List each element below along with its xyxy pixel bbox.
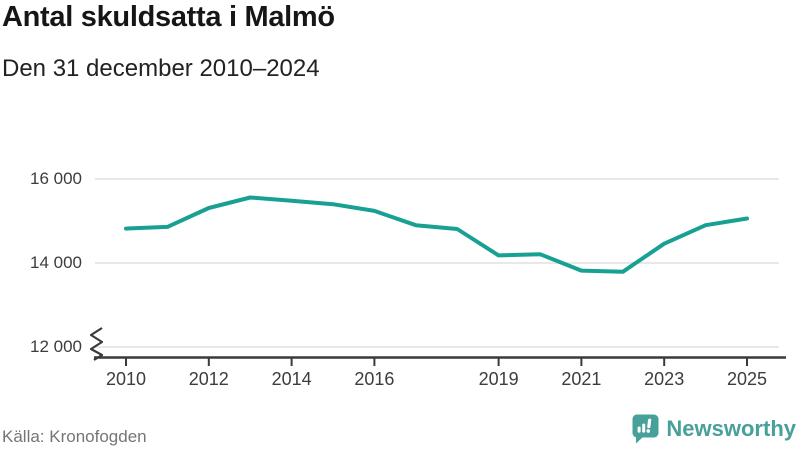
data-line <box>124 195 749 274</box>
x-axis-label: 2016 <box>354 369 395 389</box>
axis-break-icon <box>89 327 104 361</box>
x-axis-label: 2025 <box>726 369 768 389</box>
logo-bar-short <box>638 426 642 433</box>
x-axis-label: 2021 <box>561 369 602 389</box>
x-axis-label: 2014 <box>271 369 312 389</box>
y-axis-label: 12 000 <box>30 337 82 356</box>
x-axis-label: 2012 <box>188 369 229 389</box>
logo-exclamation <box>646 418 652 433</box>
newsworthy-logo: Newsworthy <box>632 414 796 444</box>
y-axis-label: 16 000 <box>30 169 82 188</box>
x-axis-label: 2023 <box>644 369 685 389</box>
y-axis-label: 14 000 <box>30 253 82 272</box>
source-note: Källa: Kronofogden <box>2 427 147 446</box>
chart-subtitle: Den 31 december 2010–2024 <box>2 55 320 82</box>
x-axis-label: 2019 <box>478 369 519 389</box>
chart-title: Antal skuldsatta i Malmö <box>2 1 335 33</box>
newsworthy-logo-icon <box>632 414 659 444</box>
logo-bar-tall <box>642 423 646 433</box>
brand-name: Newsworthy <box>666 416 796 441</box>
x-axis-label: 2010 <box>105 369 147 389</box>
